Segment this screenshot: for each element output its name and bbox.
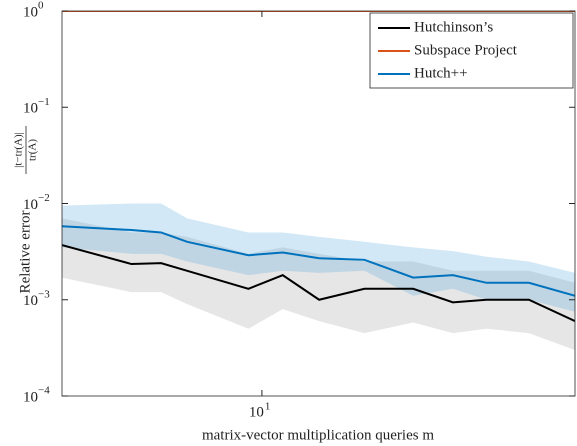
x-tick-label: 10 <box>249 404 264 420</box>
y-label-numerator: |t−tr(A)| <box>13 132 25 168</box>
series-line <box>62 244 575 323</box>
y-tick-exponent: −2 <box>38 192 50 204</box>
y-tick-exponent: −3 <box>38 288 50 300</box>
y-tick-label: 10 <box>23 4 38 20</box>
legend-label: Hutchinson’s <box>414 19 493 35</box>
y-tick-exponent: 0 <box>38 0 44 12</box>
y-axis-label: Relative error <box>17 211 33 294</box>
y-tick-label: 10 <box>23 101 38 117</box>
legend-label: Hutch++ <box>414 65 468 81</box>
x-axis-label: matrix-vector multiplication queries m <box>202 427 434 443</box>
legend-label: Subspace Project <box>414 42 518 58</box>
y-tick-label: 10 <box>23 197 38 213</box>
band <box>62 218 575 351</box>
y-tick-label: 10 <box>23 389 38 405</box>
y-label-denominator: tr(A) <box>27 139 39 161</box>
y-axis-label-group: Relative error |t−tr(A)| tr(A) <box>13 126 39 293</box>
series-line <box>62 225 575 297</box>
y-tick-exponent: −4 <box>38 385 50 397</box>
x-tick-exponent: 1 <box>265 401 271 413</box>
y-tick-label: 10 <box>23 293 38 309</box>
y-tick-exponent: −1 <box>38 96 50 108</box>
